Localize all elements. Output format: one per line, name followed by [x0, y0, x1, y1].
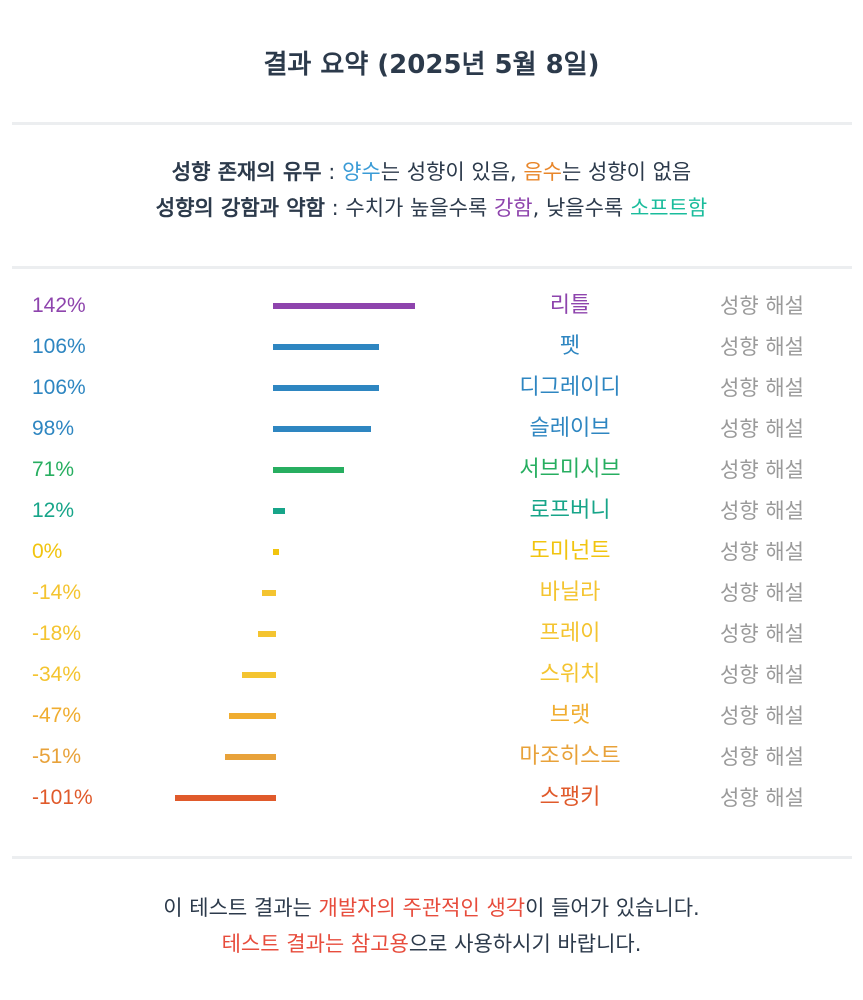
bar — [273, 549, 279, 555]
percent-label: 0% — [32, 540, 63, 563]
bar — [273, 303, 415, 309]
bar — [273, 385, 379, 391]
category-label: 브랫 — [549, 703, 591, 728]
chart-row: 12% 로프버니 성향 해설 — [0, 491, 863, 531]
chart-row: 106% 디그레이디 성향 해설 — [0, 368, 863, 408]
category-label: 로프버니 — [529, 498, 611, 523]
legend: 성향 존재의 유무 : 양수는 성향이 있음, 음수는 성향이 없음 성향의 강… — [0, 154, 863, 226]
category-label: 디그레이디 — [519, 375, 621, 400]
explain-link[interactable]: 성향 해설 — [720, 745, 804, 769]
bar — [273, 344, 379, 350]
legend-text: 는 성향이 없음 — [561, 160, 692, 184]
percent-label: 106% — [32, 335, 86, 358]
bar — [258, 631, 276, 637]
legend-text: 는 성향이 있음, — [380, 160, 524, 184]
disclaimer-text: 으로 사용하시기 바랍니다. — [408, 932, 642, 956]
explain-link[interactable]: 성향 해설 — [720, 581, 804, 605]
bar — [273, 426, 371, 432]
bar — [175, 795, 276, 801]
category-label: 마조히스트 — [519, 744, 621, 769]
explain-link[interactable]: 성향 해설 — [720, 704, 804, 728]
chart-row: 71% 서브미시브 성향 해설 — [0, 450, 863, 490]
chart-row: 0% 도미넌트 성향 해설 — [0, 532, 863, 572]
category-label: 펫 — [559, 334, 581, 359]
percent-label: -18% — [32, 622, 82, 645]
chart-row: -51% 마조히스트 성향 해설 — [0, 737, 863, 777]
bar — [229, 713, 276, 719]
chart-row: -34% 스위치 성향 해설 — [0, 655, 863, 695]
chart-row: -14% 바닐라 성향 해설 — [0, 573, 863, 613]
legend-positive: 양수 — [342, 160, 381, 184]
legend-line-strength: 성향의 강함과 약함 : 수치가 높을수록 강함, 낮을수록 소프트함 — [0, 190, 863, 226]
category-label: 스위치 — [539, 662, 601, 687]
page-title: 결과 요약 (2025년 5월 8일) — [263, 50, 600, 80]
explain-link[interactable]: 성향 해설 — [720, 376, 804, 400]
legend-strong: 강함 — [493, 196, 533, 220]
explain-link[interactable]: 성향 해설 — [720, 417, 804, 441]
disclaimer-text: 이 테스트 결과는 — [163, 896, 319, 920]
explain-link[interactable]: 성향 해설 — [720, 622, 804, 646]
disclaimer-highlight: 테스트 결과는 참고용 — [221, 932, 409, 956]
percent-label: -47% — [32, 704, 82, 727]
percent-label: -101% — [32, 786, 93, 809]
bar — [273, 508, 285, 514]
chart-row: -47% 브랫 성향 해설 — [0, 696, 863, 736]
legend-line-presence: 성향 존재의 유무 : 양수는 성향이 있음, 음수는 성향이 없음 — [0, 154, 863, 190]
bar — [273, 467, 344, 473]
category-label: 스팽키 — [539, 785, 601, 810]
category-label: 도미넌트 — [529, 539, 611, 564]
percent-label: -51% — [32, 745, 82, 768]
divider-middle — [12, 266, 852, 269]
divider-bottom — [12, 856, 852, 859]
category-label: 서브미시브 — [519, 457, 621, 482]
chart-row: 142% 리틀 성향 해설 — [0, 286, 863, 326]
category-label: 리틀 — [549, 293, 591, 318]
percent-label: 106% — [32, 376, 86, 399]
legend-text: , 낮을수록 — [532, 196, 630, 220]
explain-link[interactable]: 성향 해설 — [720, 540, 804, 564]
explain-link[interactable]: 성향 해설 — [720, 663, 804, 687]
chart-row: -101% 스팽키 성향 해설 — [0, 778, 863, 818]
chart-row: 106% 펫 성향 해설 — [0, 327, 863, 367]
category-label: 프레이 — [539, 621, 601, 646]
bar — [225, 754, 276, 760]
explain-link[interactable]: 성향 해설 — [720, 458, 804, 482]
percent-label: -14% — [32, 581, 82, 604]
chart-row: -18% 프레이 성향 해설 — [0, 614, 863, 654]
percent-label: -34% — [32, 663, 82, 686]
explain-link[interactable]: 성향 해설 — [720, 499, 804, 523]
explain-link[interactable]: 성향 해설 — [720, 294, 804, 318]
percent-label: 12% — [32, 499, 75, 522]
percent-label: 71% — [32, 458, 75, 481]
bar — [242, 672, 276, 678]
disclaimer-line-2: 테스트 결과는 참고용으로 사용하시기 바랍니다. — [0, 926, 863, 962]
disclaimer-text: 이 들어가 있습니다. — [525, 896, 700, 920]
legend-separator: : — [324, 196, 346, 220]
disclaimer: 이 테스트 결과는 개발자의 주관적인 생각이 들어가 있습니다. 테스트 결과… — [0, 890, 863, 962]
category-label: 바닐라 — [539, 580, 601, 605]
chart-row: 98% 슬레이브 성향 해설 — [0, 409, 863, 449]
legend-label-presence: 성향 존재의 유무 — [171, 160, 322, 184]
percent-label: 142% — [32, 294, 86, 317]
bar — [262, 590, 276, 596]
percent-label: 98% — [32, 417, 75, 440]
divider-top — [12, 122, 852, 125]
legend-text: 수치가 높을수록 — [345, 196, 494, 220]
legend-soft: 소프트함 — [629, 196, 708, 220]
explain-link[interactable]: 성향 해설 — [720, 786, 804, 810]
legend-label-strength: 성향의 강함과 약함 — [155, 196, 325, 220]
explain-link[interactable]: 성향 해설 — [720, 335, 804, 359]
category-label: 슬레이브 — [529, 416, 611, 441]
disclaimer-line-1: 이 테스트 결과는 개발자의 주관적인 생각이 들어가 있습니다. — [0, 890, 863, 926]
legend-negative: 음수 — [523, 160, 562, 184]
disclaimer-highlight: 개발자의 주관적인 생각 — [318, 896, 526, 920]
legend-separator: : — [321, 160, 343, 184]
